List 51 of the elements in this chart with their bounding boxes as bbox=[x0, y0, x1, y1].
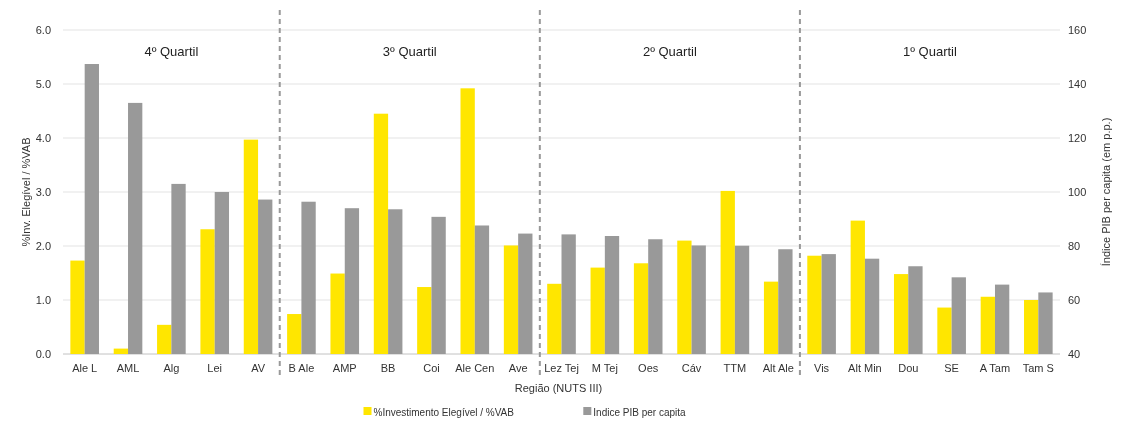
y2-tick-label: 60 bbox=[1068, 293, 1081, 306]
x-tick-label: AV bbox=[251, 362, 266, 374]
x-tick-label: Lei bbox=[207, 362, 223, 374]
y-tick-label: 0.0 bbox=[35, 347, 51, 360]
y2-tick-label: 100 bbox=[1068, 185, 1087, 198]
x-tick-label: Ave bbox=[508, 362, 528, 374]
y2-axis-title: Índice PIB per capita (em p.p.) bbox=[1100, 117, 1112, 267]
x-tick-label: SE bbox=[944, 362, 959, 374]
y-tick-label: 5.0 bbox=[35, 77, 51, 90]
annotation: 4º Quartil bbox=[144, 44, 199, 59]
y-tick-label: 1.0 bbox=[35, 293, 51, 306]
y2-tick-label: 40 bbox=[1068, 347, 1081, 360]
x-tick-label: Alg bbox=[163, 362, 180, 374]
bar bbox=[287, 314, 302, 354]
y2-tick-label: 80 bbox=[1068, 239, 1081, 252]
x-tick-label: Alt Min bbox=[848, 362, 882, 374]
x-tick-label: Oes bbox=[638, 362, 659, 374]
legend-label: %Investimento Elegível / %VAB bbox=[373, 406, 515, 418]
x-tick-label: M Tej bbox=[591, 362, 618, 374]
y-tick-label: 2.0 bbox=[35, 239, 51, 252]
annotation: 3º Quartil bbox=[382, 44, 437, 59]
annotation: 1º Quartil bbox=[903, 44, 957, 59]
x-tick-label: AML bbox=[116, 362, 140, 374]
x-tick-label: Ale Cen bbox=[455, 362, 495, 374]
x-tick-label: Vis bbox=[814, 362, 830, 374]
x-tick-label: TTM bbox=[723, 362, 747, 374]
bar bbox=[113, 348, 129, 354]
y-tick-label: 3.0 bbox=[35, 185, 51, 198]
bar bbox=[157, 324, 172, 354]
x-tick-label: AMP bbox=[332, 362, 357, 374]
x-tick-label: Alt Ale bbox=[762, 362, 794, 374]
x-tick-label: BB bbox=[380, 362, 396, 374]
x-tick-label: Lez Tej bbox=[544, 362, 579, 374]
x-axis-title: Região (NUTS III) bbox=[514, 382, 603, 394]
annotation: 2º Quartil bbox=[642, 44, 697, 59]
x-tick-label: A Tam bbox=[979, 362, 1011, 374]
y-axis-title: %Inv. Elegível / %VAB bbox=[20, 137, 32, 247]
y-tick-label: 6.0 bbox=[35, 23, 51, 36]
x-tick-label: Ale L bbox=[72, 362, 98, 374]
bar bbox=[70, 260, 85, 354]
x-tick-label: Tam S bbox=[1022, 362, 1054, 374]
y2-tick-label: 160 bbox=[1068, 23, 1087, 36]
y2-tick-label: 140 bbox=[1068, 77, 1087, 90]
y-tick-label: 4.0 bbox=[35, 131, 51, 144]
bar bbox=[460, 88, 475, 354]
x-tick-label: Cáv bbox=[681, 362, 702, 374]
legend-label: Indice PIB per capita bbox=[593, 406, 687, 418]
x-tick-label: Coi bbox=[423, 362, 440, 374]
y2-tick-label: 120 bbox=[1068, 131, 1087, 144]
x-tick-label: B Ale bbox=[288, 362, 315, 374]
x-tick-label: Dou bbox=[898, 362, 919, 374]
